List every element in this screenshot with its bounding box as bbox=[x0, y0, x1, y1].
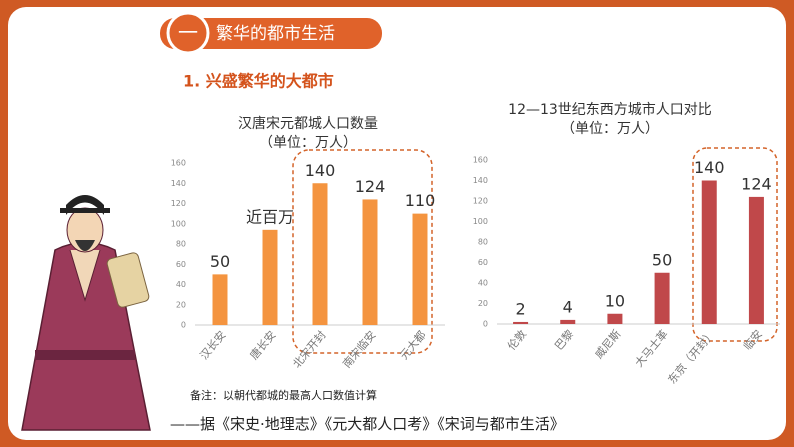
chart-subtitle: （单位：万人） bbox=[259, 135, 357, 151]
bar bbox=[212, 274, 228, 325]
panel bbox=[8, 7, 786, 440]
y-tick-label: 20 bbox=[176, 300, 186, 309]
value-label: 50 bbox=[210, 252, 230, 271]
chart-subtitle: （单位：万人） bbox=[561, 121, 659, 137]
value-label: 124 bbox=[355, 177, 386, 196]
value-label: 2 bbox=[515, 299, 525, 318]
value-label: 50 bbox=[652, 250, 672, 269]
y-tick-label: 80 bbox=[478, 238, 488, 247]
value-label: 4 bbox=[563, 297, 573, 316]
section-title: 1. 兴盛繁华的大都市 bbox=[183, 72, 334, 91]
y-tick-label: 120 bbox=[473, 197, 488, 206]
y-tick-label: 40 bbox=[478, 279, 488, 288]
bar bbox=[362, 199, 378, 325]
bar bbox=[513, 321, 529, 324]
bar bbox=[560, 319, 576, 324]
bar bbox=[654, 272, 670, 324]
bar bbox=[312, 183, 328, 325]
bar bbox=[262, 229, 278, 325]
source: ——据《宋史·地理志》《元大都人口考》《宋词与都市生活》 bbox=[170, 415, 565, 433]
y-tick-label: 160 bbox=[473, 156, 488, 165]
y-tick-label: 60 bbox=[176, 260, 186, 269]
y-tick-label: 140 bbox=[171, 179, 186, 188]
value-label: 110 bbox=[405, 191, 436, 210]
highlight-box bbox=[692, 147, 778, 342]
value-label: 140 bbox=[694, 158, 725, 177]
value-label: 10 bbox=[605, 291, 625, 310]
chart-title: 汉唐宋元都城人口数量 bbox=[238, 115, 378, 132]
bar bbox=[701, 180, 717, 324]
y-tick-label: 60 bbox=[478, 258, 488, 267]
header-bar bbox=[160, 18, 382, 49]
header-number: 一 bbox=[178, 21, 198, 45]
y-tick-label: 0 bbox=[483, 320, 488, 329]
y-tick-label: 100 bbox=[473, 217, 488, 226]
y-tick-label: 140 bbox=[473, 176, 488, 185]
chart-title: 12—13世纪东西方城市人口对比 bbox=[508, 101, 712, 118]
header-circle bbox=[166, 11, 210, 55]
bar bbox=[607, 313, 623, 324]
y-tick-label: 40 bbox=[176, 280, 186, 289]
y-tick-label: 160 bbox=[171, 159, 186, 168]
bar bbox=[412, 213, 428, 325]
y-tick-label: 120 bbox=[171, 199, 186, 208]
highlight-box bbox=[292, 149, 433, 354]
note: 备注：以朝代都城的最高人口数值计算 bbox=[190, 388, 377, 402]
y-tick-label: 20 bbox=[478, 299, 488, 308]
scholar-illustration bbox=[21, 195, 151, 431]
y-tick-label: 0 bbox=[181, 321, 186, 330]
value-label: 124 bbox=[741, 174, 772, 193]
y-tick-label: 80 bbox=[176, 240, 186, 249]
value-label: 140 bbox=[305, 161, 336, 180]
header-title: 繁华的都市生活 bbox=[216, 24, 335, 44]
value-label: 近百万 bbox=[246, 207, 294, 226]
y-tick-label: 100 bbox=[171, 219, 186, 228]
bar bbox=[748, 196, 764, 324]
